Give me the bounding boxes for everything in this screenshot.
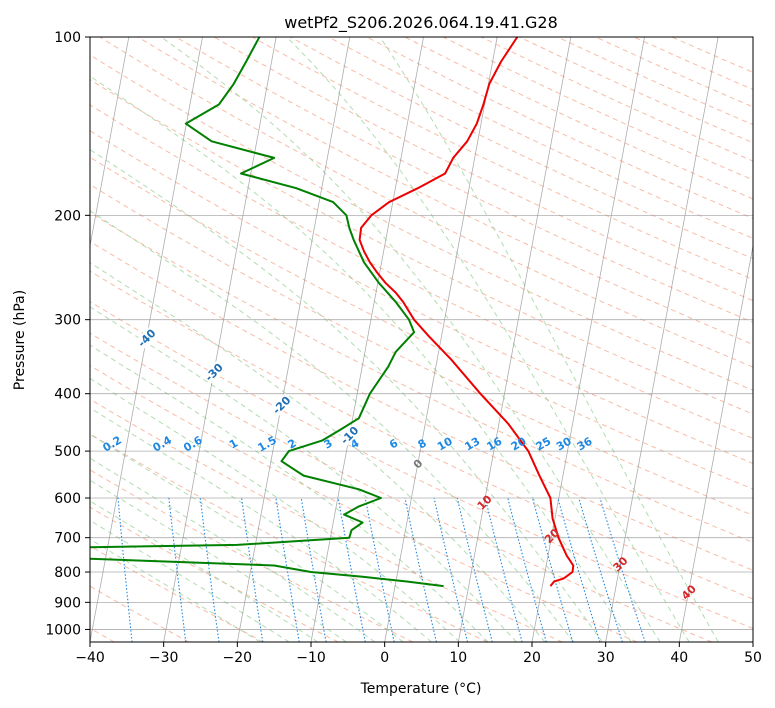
- mixing-ratio-line: [364, 497, 395, 642]
- y-tick-label: 1000: [45, 622, 81, 638]
- moist-adiabat-line: [90, 306, 517, 642]
- moist-adiabat-line: [90, 538, 261, 642]
- x-tick-label: −10: [296, 650, 326, 666]
- mixing-ratio-line: [300, 497, 327, 642]
- x-tick-label: 30: [597, 650, 615, 666]
- mixing-ratio-line: [507, 497, 547, 642]
- isotherm-line: [457, 37, 572, 642]
- x-tick-label: 50: [744, 650, 762, 666]
- moist-adiabat-line: [90, 479, 347, 642]
- x-tick-label: 10: [449, 650, 467, 666]
- isotherm-line: [605, 37, 719, 642]
- isotherm-label-background: [3, 241, 27, 265]
- dry-adiabat-line: [90, 433, 488, 642]
- isotherm-label: -50: [69, 286, 92, 309]
- mixing-ratio-line: [404, 497, 437, 642]
- y-tick-label: 100: [54, 30, 81, 46]
- isotherm-label-background: [90, 285, 93, 310]
- y-tick-label: 900: [54, 595, 81, 611]
- isotherm-line: [310, 37, 424, 642]
- y-axis-label: Pressure (hPa): [12, 290, 28, 390]
- moist-adiabat-line: [379, 37, 719, 642]
- isotherm-line: [678, 243, 753, 642]
- moist-adiabat-line: [90, 210, 574, 642]
- moist-adiabat-line: [90, 262, 546, 642]
- x-tick-label: 40: [670, 650, 688, 666]
- mixing-ratio-line: [337, 497, 366, 642]
- dry-adiabat-line: [90, 130, 753, 464]
- y-tick-label: 400: [54, 387, 81, 403]
- isotherm-line: [236, 37, 351, 642]
- isotherm-label-background: [337, 423, 362, 448]
- y-tick-label: 800: [54, 565, 81, 581]
- moist-adiabat-line: [90, 344, 489, 642]
- y-tick-label: 300: [54, 313, 81, 329]
- x-tick-label: −30: [149, 650, 179, 666]
- moist-adiabat-line: [160, 37, 661, 642]
- dry-adiabat-line: [137, 37, 753, 345]
- moist-adiabat-line: [286, 37, 690, 642]
- y-tick-label: 500: [54, 444, 81, 460]
- temperature-profile-line: [358, 37, 575, 587]
- dry-adiabat-line: [90, 398, 563, 642]
- y-tick-label: 700: [54, 531, 81, 547]
- isotherm-line: [384, 37, 498, 642]
- axes-layer: −40 −30 −20 −10 0 10 20 30 40 50 100 200 300 400 500 60…: [45, 30, 762, 666]
- mixing-ratio-line: [484, 497, 523, 642]
- dry-adiabat-line: [90, 54, 753, 391]
- mixing-ratio-line: [456, 497, 493, 642]
- moist-adiabat-line: [90, 149, 603, 642]
- dry-adiabat-line: [213, 37, 753, 302]
- moist-adiabat-line: [90, 407, 432, 642]
- dry-adiabat-line: [90, 301, 753, 630]
- isotherm-line: [531, 37, 645, 642]
- dry-adiabat-line: [90, 104, 753, 439]
- isotherm-line: [752, 639, 753, 642]
- y-tick-label: 600: [54, 491, 81, 507]
- y-tick-label: 200: [54, 208, 81, 224]
- isotherm-label-background: [269, 392, 294, 418]
- dry-adiabat-line: [90, 156, 753, 490]
- dry-adiabat-line: [90, 183, 753, 516]
- dry-adiabat-line: [90, 211, 753, 543]
- isotherm-label-background: [134, 325, 159, 350]
- moist-adiabat-line: [90, 377, 461, 642]
- dry-adiabat-line: [90, 270, 753, 600]
- plot-frame: [89, 36, 754, 643]
- x-tick-label: −20: [223, 650, 253, 666]
- x-axis-label: Temperature (°C): [360, 681, 482, 697]
- x-tick-label: −40: [75, 650, 105, 666]
- isotherm-line: [163, 37, 277, 642]
- isotherm-line: [90, 37, 130, 249]
- chart-title: wetPf2_S206.2026.064.19.41.G28: [284, 13, 558, 33]
- dewpoint-profile-line: [90, 37, 444, 588]
- plot-background: [90, 37, 753, 642]
- mixing-ratio-line: [433, 497, 469, 642]
- x-tick-label: 20: [523, 650, 541, 666]
- isotherm-label: -60: [4, 242, 27, 265]
- isotherm-label-background: [201, 360, 226, 385]
- x-tick-label: 0: [380, 650, 389, 666]
- mixing-ratio-line: [599, 497, 646, 642]
- moist-adiabat-line: [90, 457, 376, 642]
- series-layer: [90, 37, 575, 588]
